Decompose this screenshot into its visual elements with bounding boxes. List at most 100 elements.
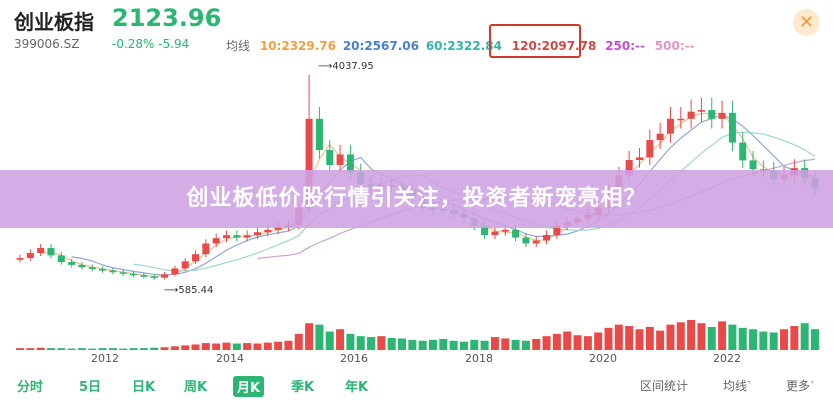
volume-bar — [398, 338, 407, 350]
volume-bar — [470, 339, 479, 350]
volume-bar — [800, 323, 809, 350]
candle-body — [140, 275, 148, 277]
volume-bar — [408, 339, 417, 350]
volume-bar — [769, 332, 778, 350]
volume-bar — [119, 348, 128, 350]
ma60-value: 60:2322.84 — [425, 39, 502, 53]
candle-body — [697, 110, 705, 112]
volume-bar — [697, 323, 706, 350]
volume-bar — [552, 333, 561, 350]
volume-bar — [325, 331, 334, 350]
candle-body — [78, 264, 86, 268]
candle-body — [326, 150, 334, 166]
volume-bar — [780, 329, 789, 350]
candle-body — [532, 240, 540, 244]
candle-body — [718, 112, 726, 119]
candle-body — [315, 118, 323, 151]
dropdown-corner-icon: ˺ — [747, 379, 752, 393]
candle-body — [739, 142, 747, 161]
volume-bar — [387, 338, 396, 350]
volume-bar — [356, 336, 365, 350]
tab-5day[interactable]: 5日 — [79, 380, 102, 395]
volume-bar — [728, 324, 737, 350]
candle-body — [253, 232, 261, 236]
ma120-highlight-box — [489, 24, 581, 58]
volume-bar — [511, 339, 520, 350]
candle-body — [16, 258, 24, 260]
candle-body — [233, 235, 241, 238]
ma10-value: 10:2329.76 — [259, 39, 336, 53]
ma500-value: 500:-- — [654, 39, 695, 53]
candle-body — [749, 160, 757, 170]
volume-bar — [88, 348, 97, 350]
volume-bar — [738, 327, 747, 350]
candle-body — [708, 110, 716, 119]
tab-weekly[interactable]: 周K — [184, 380, 208, 395]
ma-settings-button[interactable]: 均线˺ — [723, 377, 751, 394]
dropdown-corner-icon: ˺ — [810, 379, 815, 393]
candle-body — [26, 253, 34, 259]
candle-body — [553, 225, 561, 236]
close-button[interactable]: ✕ — [793, 9, 820, 36]
max-price-annotation: ⟶4037.95 — [318, 61, 374, 72]
range-stats-button[interactable]: 区间统计 — [640, 379, 689, 393]
x-tick: 2020 — [589, 352, 617, 365]
volume-bar — [232, 343, 241, 350]
candle-body — [222, 235, 230, 239]
candle-body — [202, 243, 210, 255]
ma-legend: 均线 10:2329.76 20:2567.06 60:2322.84 120:… — [226, 37, 695, 54]
volume-bar — [346, 333, 355, 350]
candle-body — [243, 235, 251, 238]
tab-monthly[interactable]: 月K — [233, 376, 265, 397]
volume-bar — [139, 348, 148, 350]
candle-body — [47, 248, 55, 256]
volume-bar — [501, 338, 510, 350]
headline-text: 创业板低价股行情引关注，投资者新宠亮相？ — [186, 186, 647, 211]
volume-bar — [542, 336, 551, 350]
volume-bar — [687, 320, 696, 350]
volume-bar — [201, 343, 210, 350]
tab-yearly[interactable]: 年K — [345, 380, 369, 395]
min-price-label: 585.44 — [178, 285, 214, 296]
volume-bar — [625, 326, 634, 350]
candle-body — [625, 160, 633, 176]
volume-bar — [521, 340, 530, 350]
volume-bar — [294, 333, 303, 350]
volume-bar — [284, 340, 293, 350]
ma20-value: 20:2567.06 — [342, 39, 419, 53]
volume-bar — [108, 348, 117, 350]
candle-body — [305, 118, 313, 208]
volume-bar — [191, 344, 200, 350]
candle-body — [336, 154, 344, 166]
ma-settings-label: 均线 — [723, 379, 748, 393]
volume-bar — [418, 340, 427, 350]
volume-bar — [274, 341, 283, 350]
candle-body — [130, 273, 138, 276]
volume-bar — [243, 343, 252, 350]
candle-body — [37, 248, 45, 254]
volume-bar — [315, 324, 324, 350]
candle-body — [264, 229, 272, 233]
volume-bar — [749, 329, 758, 350]
volume-bar — [439, 338, 448, 350]
index-price: 2123.96 — [112, 4, 222, 32]
volume-bar — [253, 343, 262, 350]
x-tick: 2014 — [216, 352, 244, 365]
x-tick: 2012 — [91, 352, 119, 365]
tab-daily[interactable]: 日K — [132, 380, 156, 395]
volume-bar — [129, 348, 138, 350]
volume-bar — [583, 336, 592, 350]
tab-intraday[interactable]: 分时 — [17, 380, 44, 395]
volume-bar — [707, 326, 716, 350]
tab-quarterly[interactable]: 季K — [291, 380, 315, 395]
volume-bar — [614, 324, 623, 350]
more-button[interactable]: 更多˺ — [786, 377, 814, 394]
volume-bar — [98, 348, 107, 350]
candle-body — [274, 226, 282, 230]
candle-body — [522, 237, 530, 244]
volume-bar — [67, 348, 76, 350]
candle-body — [728, 112, 736, 143]
volume-bar — [790, 326, 799, 350]
candle-body — [543, 235, 551, 241]
candle-body — [88, 267, 96, 270]
